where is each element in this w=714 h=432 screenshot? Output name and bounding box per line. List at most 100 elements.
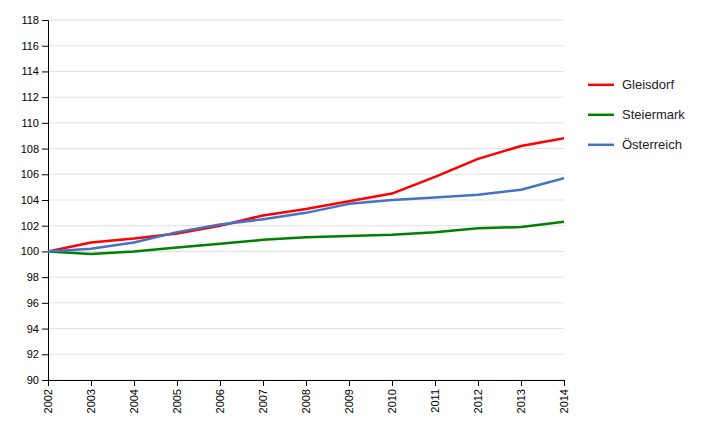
series-line <box>48 138 564 251</box>
x-axis: 2002200320042005200620072008200920102011… <box>42 380 570 413</box>
legend-item: Gleisdorf <box>588 77 674 92</box>
x-tick-mark <box>435 380 436 386</box>
y-tick: 102 <box>21 220 48 232</box>
y-tick: 116 <box>21 40 48 52</box>
x-tick: 2002 <box>42 380 54 413</box>
y-tick-mark <box>42 303 48 304</box>
legend-swatch <box>588 144 614 147</box>
y-tick: 100 <box>21 245 48 257</box>
grid-line <box>48 71 564 72</box>
grid-line <box>48 45 564 46</box>
legend-item: Österreich <box>588 137 682 152</box>
y-tick-label: 116 <box>21 40 39 52</box>
y-axis: 90 92 94 96 98 100 102 104 106 108 110 112 114 116 118 <box>21 14 49 386</box>
axis-line <box>49 381 565 387</box>
grid <box>48 20 564 380</box>
x-tick-label: 2005 <box>171 389 183 413</box>
x-tick-label: 2002 <box>42 389 54 413</box>
grid-line <box>48 225 564 226</box>
grid-line <box>48 200 564 201</box>
y-tick: 94 <box>27 323 48 335</box>
series-line <box>48 178 564 251</box>
x-tick-mark <box>521 380 522 386</box>
x-tick: 2006 <box>214 380 226 413</box>
x-tick: 2008 <box>300 380 312 413</box>
y-tick: 98 <box>27 271 48 283</box>
x-tick-mark <box>263 380 264 386</box>
axis-line <box>42 21 49 381</box>
y-tick-mark <box>42 226 48 227</box>
legend-swatch <box>588 114 614 117</box>
x-tick-label: 2006 <box>214 389 226 413</box>
x-tick-mark <box>306 380 307 386</box>
x-tick-label: 2012 <box>472 389 484 413</box>
legend-swatch <box>588 84 614 87</box>
grid-line <box>48 97 564 98</box>
y-tick-label: 100 <box>21 245 39 257</box>
y-tick-mark <box>42 174 48 175</box>
y-tick-label: 106 <box>21 168 39 180</box>
x-tick: 2004 <box>128 380 140 413</box>
x-tick-mark <box>349 380 350 386</box>
x-tick-mark <box>564 380 565 386</box>
y-tick-label: 112 <box>21 91 39 103</box>
chart-container: 2002200320042005200620072008200920102011… <box>0 0 714 432</box>
y-tick-mark <box>42 329 48 330</box>
y-tick-label: 98 <box>27 271 39 283</box>
y-tick-label: 96 <box>27 297 39 309</box>
x-tick-mark <box>392 380 393 386</box>
x-tick: 2005 <box>171 380 183 413</box>
y-tick: 114 <box>21 65 48 77</box>
x-tick-label: 2003 <box>85 389 97 413</box>
y-tick-label: 114 <box>21 65 39 77</box>
grid-line <box>48 20 564 21</box>
y-tick-label: 110 <box>21 117 39 129</box>
x-tick-label: 2009 <box>343 389 355 413</box>
x-tick: 2007 <box>257 380 269 413</box>
grid-line <box>48 277 564 278</box>
grid-line <box>48 122 564 123</box>
y-tick-label: 92 <box>27 348 39 360</box>
legend-label: Steiermark <box>622 107 685 122</box>
x-tick: 2011 <box>429 380 441 413</box>
y-tick: 96 <box>27 297 48 309</box>
y-tick-label: 102 <box>21 220 39 232</box>
grid-line <box>48 328 564 329</box>
y-tick: 108 <box>21 143 48 155</box>
y-tick: 104 <box>21 194 48 206</box>
x-tick-mark <box>91 380 92 386</box>
legend-label: Gleisdorf <box>622 77 674 92</box>
legend: Gleisdorf Steiermark Österreich <box>588 77 685 152</box>
y-tick-mark <box>42 200 48 201</box>
y-tick: 90 <box>27 374 48 386</box>
y-tick: 92 <box>27 348 48 360</box>
y-tick-label: 118 <box>21 14 39 26</box>
x-tick-label: 2011 <box>429 389 441 413</box>
x-tick: 2012 <box>472 380 484 413</box>
x-tick-mark <box>220 380 221 386</box>
x-tick-mark <box>134 380 135 386</box>
y-tick-mark <box>42 277 48 278</box>
grid-line <box>48 354 564 355</box>
x-tick-label: 2013 <box>515 389 527 413</box>
y-tick-mark <box>42 20 48 21</box>
y-tick: 110 <box>21 117 48 129</box>
series-line <box>48 222 564 254</box>
x-tick-label: 2004 <box>128 389 140 413</box>
x-tick-label: 2014 <box>558 389 570 413</box>
y-tick: 106 <box>21 168 48 180</box>
x-tick: 2014 <box>558 380 570 413</box>
x-tick-label: 2007 <box>257 389 269 413</box>
legend-item: Steiermark <box>588 107 685 122</box>
x-tick: 2003 <box>85 380 97 413</box>
y-tick-mark <box>42 46 48 47</box>
x-tick-label: 2008 <box>300 389 312 413</box>
y-tick-mark <box>42 380 48 381</box>
x-tick: 2009 <box>343 380 355 413</box>
y-tick-mark <box>42 123 48 124</box>
y-tick-mark <box>42 71 48 72</box>
y-tick: 118 <box>21 14 48 26</box>
y-tick-mark <box>42 354 48 355</box>
grid-line <box>48 174 564 175</box>
chart-svg: 2002200320042005200620072008200920102011… <box>0 0 714 432</box>
